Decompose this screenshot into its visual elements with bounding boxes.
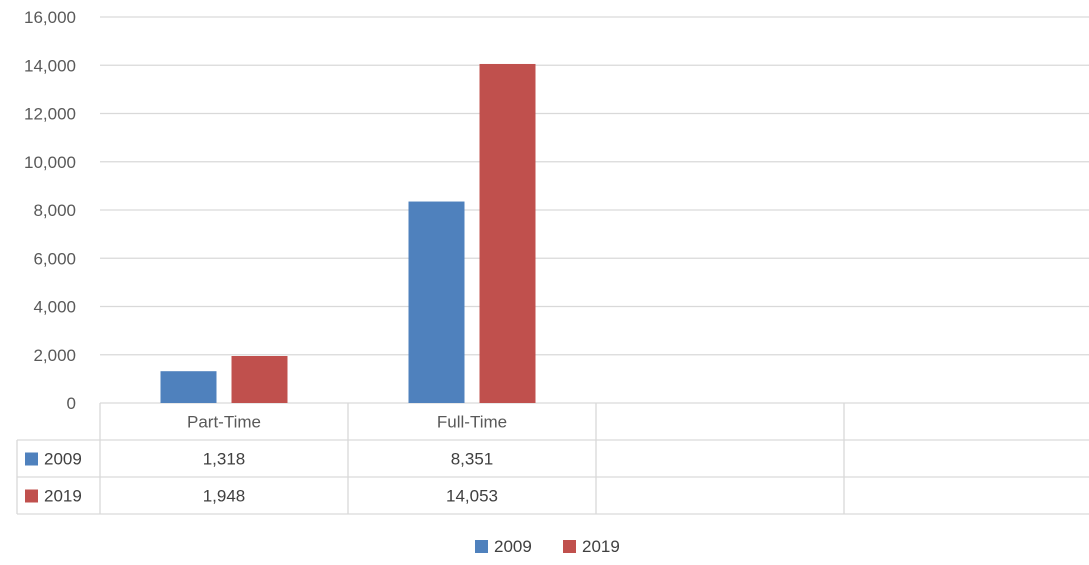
y-tick-label: 12,000	[24, 105, 76, 124]
table-cell-value: 1,318	[203, 450, 246, 469]
legend-label-2019: 2019	[582, 537, 620, 556]
table-series-swatch	[25, 489, 38, 503]
category-label: Part-Time	[187, 413, 261, 432]
bar-2019-Part-Time	[231, 356, 288, 403]
gridlines	[100, 16, 1089, 404]
y-tick-label: 2,000	[33, 346, 76, 365]
table-cell-value: 8,351	[451, 450, 494, 469]
table-series-name: 2009	[44, 450, 82, 469]
table-cell-value: 14,053	[446, 487, 498, 506]
bars	[160, 63, 536, 403]
y-tick-label: 4,000	[33, 298, 76, 317]
table-series-swatch	[25, 452, 38, 466]
legend: 2009 2019	[475, 537, 620, 556]
table-cell-value: 1,948	[203, 487, 246, 506]
bar-2009-Full-Time	[408, 201, 465, 403]
y-tick-label: 8,000	[33, 201, 76, 220]
y-tick-label: 6,000	[33, 249, 76, 268]
data-table: Part-Time Full-Time 2009 1,318 8,351 2019 1,94…	[16, 403, 1089, 515]
table-series-name: 2019	[44, 487, 82, 506]
bar-2019-Full-Time	[479, 63, 536, 403]
legend-swatch-2009	[475, 540, 488, 553]
y-tick-label: 10,000	[24, 153, 76, 172]
legend-swatch-2019	[563, 540, 576, 553]
category-label: Full-Time	[437, 413, 507, 432]
y-tick-label: 16,000	[24, 8, 76, 27]
legend-label-2009: 2009	[494, 537, 532, 556]
y-tick-label: 0	[67, 394, 76, 413]
y-tick-label: 14,000	[24, 56, 76, 75]
bar-2009-Part-Time	[160, 371, 217, 403]
y-axis-ticks: 0 2,000 4,000 6,000 8,000 10,000 12,000 14,000 1…	[24, 8, 76, 413]
